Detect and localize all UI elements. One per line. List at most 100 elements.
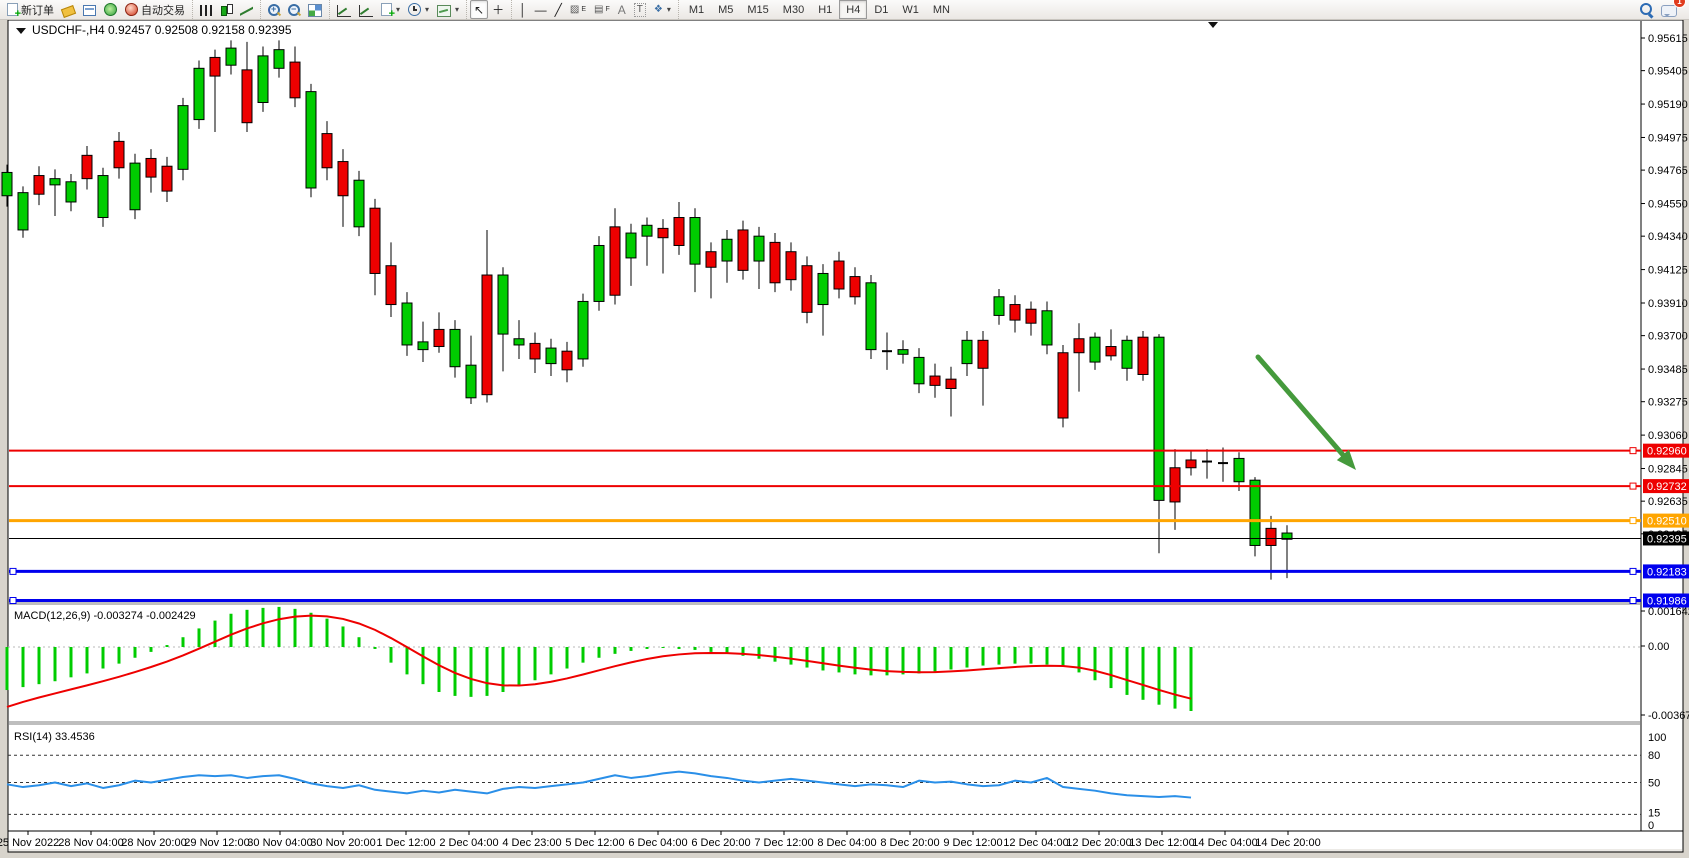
time-tick-label: 5 Dec 12:00 [565,837,624,849]
channel-tool-button[interactable]: ▨ E [566,0,590,19]
vertical-line-icon: │ [519,2,527,17]
notification-badge: 1 [1673,0,1686,8]
line-handle[interactable] [1629,447,1637,455]
horizontal-line-tool-button[interactable]: — [531,0,551,19]
auto-scroll-button[interactable] [333,0,355,19]
candle-body [913,356,925,385]
candlestick-chart-button[interactable] [216,0,236,19]
autotrading-button[interactable]: 自动交易 [121,0,189,19]
candle-body [577,300,589,360]
price-badge-label: 0.92510 [1647,516,1687,528]
candle-body [321,133,333,169]
timeframe-d1-button[interactable]: D1 [874,3,889,16]
candle-body [129,162,141,211]
horizontal-lines: 0.92960 0.92732 0.92510 0.92395 0.92183 0.919… [9,443,1689,608]
line-handle[interactable] [9,567,17,575]
candle-body [1265,527,1277,546]
price-tick-label: 0.93275 [1648,397,1688,409]
highlight-button[interactable] [58,0,79,19]
candle-body [257,55,269,104]
arrows-tool-button[interactable]: ❖ ▾ [650,0,675,19]
timeframe-mn-button[interactable]: MN [932,3,950,16]
price-tick-label: 0.92635 [1648,496,1688,508]
annotation-arrow[interactable] [1255,354,1356,470]
signals-button[interactable] [100,0,121,19]
timeframe-m15-button[interactable]: M15 [747,3,769,16]
price-tick-label: 0.93485 [1648,364,1688,376]
candle-body [65,181,77,203]
timeframe-w1-button[interactable]: W1 [902,3,919,16]
candle-body [801,265,813,313]
timeframe-m30-button[interactable]: M30 [782,3,805,16]
trendline-tool-button[interactable]: ╱ [551,0,566,19]
toolbar-group-indicators: ▾ ▾ ▾ [329,0,466,20]
cursor-tool-button[interactable]: ↖ [470,0,489,19]
rsi-axis-label: 80 [1648,750,1660,762]
timeframe-m1-button[interactable]: M1 [688,3,705,16]
timeframe-h4-button[interactable]: H4 [839,0,868,19]
vertical-line-tool-button[interactable]: │ [515,0,531,19]
timeframe-h1-button[interactable]: H1 [818,3,833,16]
time-tick-label: 14 Dec 20:00 [1255,837,1320,849]
templates-button[interactable]: ▾ [433,0,463,19]
line-chart-button[interactable] [236,0,257,19]
bar-chart-button[interactable] [196,0,216,19]
candle-body [897,349,909,355]
price-badge [1643,593,1689,608]
candle-body [849,276,861,298]
candle-body [1233,457,1245,483]
zoom-in-button[interactable]: + [264,0,284,19]
label-tool-label: T [633,2,646,17]
candle-body [1121,339,1133,369]
add-indicator-button[interactable]: ▾ [377,0,404,20]
candle-body [1249,479,1261,546]
fibonacci-tool-button[interactable]: ▤ F [590,0,614,19]
candle-body [241,69,253,124]
line-handle[interactable] [1629,517,1637,525]
notifications-button[interactable]: 1 [1657,0,1686,19]
line-handle[interactable] [1629,482,1637,490]
chart-title: USDCHF-,H4 0.92457 0.92508 0.92158 0.923… [16,23,292,37]
chat-icon [1661,4,1677,17]
candle-body [593,244,605,302]
periods-button[interactable]: ▾ [404,0,433,19]
candle-body [161,165,173,192]
add-indicator-icon [381,3,395,20]
chart-shift-marker[interactable] [1208,22,1218,28]
text-tool-button[interactable]: A [614,0,630,19]
collapse-icon[interactable] [16,28,26,34]
toolbar-group-trade: 新订单 自动交易 [0,0,192,20]
time-tick-label: 29 Nov 12:00 [184,837,249,849]
candle-body [529,342,541,360]
new-order-button[interactable]: 新订单 [3,0,58,20]
text-tool-label: A [617,2,626,17]
autotrading-icon [125,3,138,16]
macd-label: MACD(12,26,9) -0.003274 -0.002429 [14,610,196,622]
new-order-label: 新订单 [21,4,54,17]
time-tick-label: 1 Dec 12:00 [376,837,435,849]
fibonacci-icon: ▤ [593,4,604,15]
candle-body [193,67,205,121]
price-tick-label: 0.94125 [1648,265,1688,277]
line-handle[interactable] [9,597,17,604]
zoom-out-button[interactable]: − [284,0,304,19]
tile-windows-button[interactable] [304,0,326,19]
cursor-icon: ↖ [474,2,485,17]
line-chart-icon [240,5,253,16]
line-handle[interactable] [1629,567,1637,575]
charts-window-button[interactable] [79,0,100,19]
bar-chart-icon [200,5,212,16]
chart-shift-button[interactable] [355,0,377,19]
main-toolbar: 新订单 自动交易 + − ▾ ▾ ▾ ↖ ＋ │ — ╱ ▨E ▤F A T [0,0,1689,20]
candle-body [305,91,317,189]
line-handle[interactable] [1629,597,1637,604]
timeframe-m5-button[interactable]: M5 [718,3,734,16]
search-button[interactable] [1636,0,1657,19]
crosshair-tool-button[interactable]: ＋ [488,0,508,19]
label-tool-button[interactable]: T [630,0,650,19]
time-tick-label: 30 Nov 20:00 [310,837,375,849]
candle-body [513,338,525,346]
candle-body [481,274,493,396]
caret-icon: ▾ [666,5,671,14]
timeframe-toolbar: M1 M5 M15 M30 H1 H4 D1 W1 MN [677,0,960,19]
